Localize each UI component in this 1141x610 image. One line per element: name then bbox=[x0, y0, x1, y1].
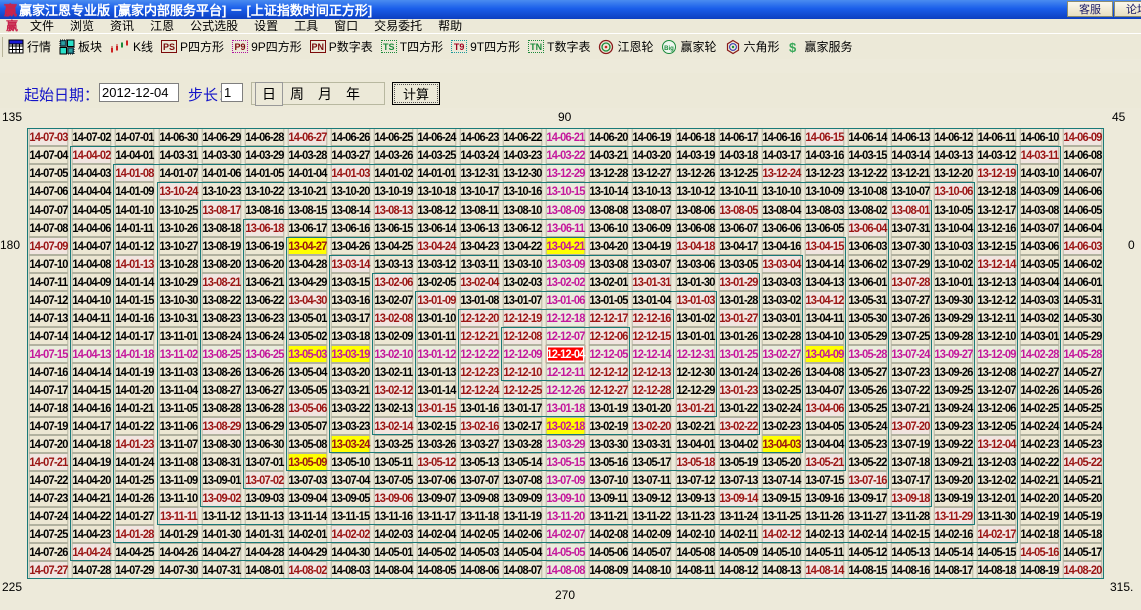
svg-text:Big: Big bbox=[665, 46, 675, 52]
svg-text:$: $ bbox=[789, 40, 797, 55]
